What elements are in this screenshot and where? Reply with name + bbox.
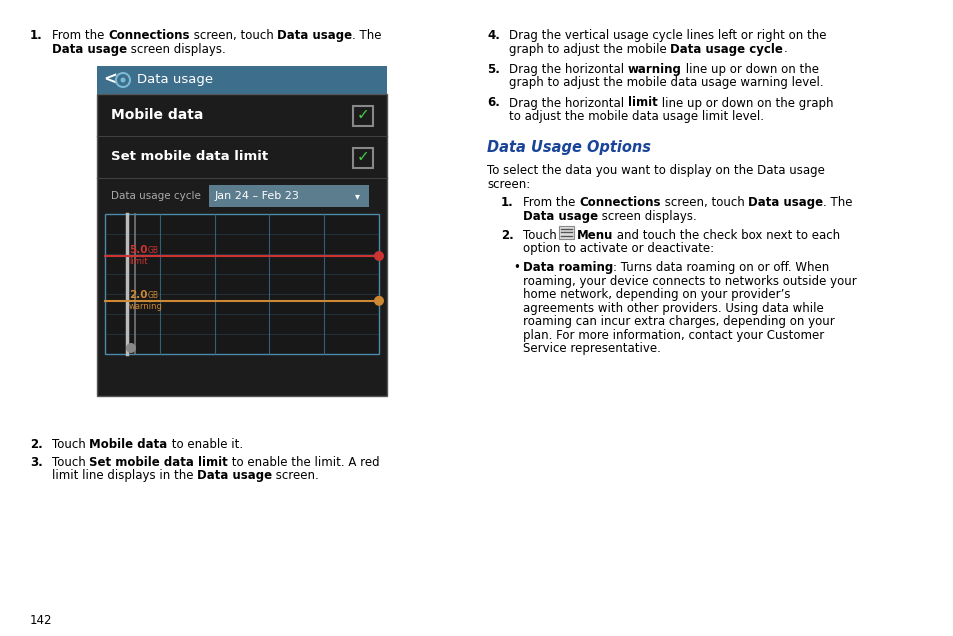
Text: roaming can incur extra charges, depending on your: roaming can incur extra charges, dependi… bbox=[522, 315, 834, 328]
Text: Mobile data: Mobile data bbox=[90, 438, 168, 451]
Text: Mobile data: Mobile data bbox=[111, 108, 203, 122]
Text: 5.: 5. bbox=[486, 63, 499, 76]
Text: to adjust the mobile data usage limit level.: to adjust the mobile data usage limit le… bbox=[509, 110, 763, 123]
Text: ▾: ▾ bbox=[355, 191, 359, 201]
Text: Data usage cycle: Data usage cycle bbox=[111, 191, 201, 201]
Text: 2.: 2. bbox=[500, 229, 514, 242]
Text: graph to adjust the mobile data usage warning level.: graph to adjust the mobile data usage wa… bbox=[509, 76, 822, 89]
Text: screen displays.: screen displays. bbox=[127, 43, 226, 55]
Text: 3.: 3. bbox=[30, 455, 43, 469]
Circle shape bbox=[374, 251, 384, 261]
Text: 5.0: 5.0 bbox=[129, 245, 148, 255]
Text: 2.: 2. bbox=[30, 438, 43, 451]
Text: agreements with other providers. Using data while: agreements with other providers. Using d… bbox=[522, 301, 822, 315]
Text: limit: limit bbox=[129, 257, 148, 266]
Text: <: < bbox=[103, 71, 117, 89]
Text: Data usage: Data usage bbox=[197, 469, 273, 482]
Text: To select the data you want to display on the Data usage: To select the data you want to display o… bbox=[486, 164, 824, 177]
Bar bbox=[558, 226, 574, 238]
Circle shape bbox=[374, 296, 384, 306]
Circle shape bbox=[126, 343, 136, 353]
Text: Service representative.: Service representative. bbox=[522, 342, 660, 355]
Text: screen, touch: screen, touch bbox=[659, 197, 747, 209]
Text: Set mobile data limit: Set mobile data limit bbox=[90, 455, 228, 469]
Text: Data usage: Data usage bbox=[52, 43, 127, 55]
Text: limit line displays in the: limit line displays in the bbox=[52, 469, 197, 482]
Text: Data usage: Data usage bbox=[137, 74, 213, 86]
Text: limit: limit bbox=[627, 97, 657, 109]
Text: Drag the horizontal: Drag the horizontal bbox=[509, 97, 627, 109]
Text: Touch: Touch bbox=[52, 438, 90, 451]
Text: 1.: 1. bbox=[500, 197, 514, 209]
Bar bbox=[353, 148, 373, 168]
Text: 4.: 4. bbox=[486, 29, 499, 42]
Text: Touch: Touch bbox=[522, 229, 560, 242]
Text: From the: From the bbox=[522, 197, 578, 209]
Text: Set mobile data limit: Set mobile data limit bbox=[111, 151, 268, 163]
Text: Connections: Connections bbox=[108, 29, 190, 42]
Text: warning: warning bbox=[627, 63, 681, 76]
Text: ✓: ✓ bbox=[356, 107, 369, 123]
Text: screen, touch: screen, touch bbox=[190, 29, 276, 42]
Text: screen.: screen. bbox=[273, 469, 319, 482]
Circle shape bbox=[120, 78, 126, 83]
Bar bbox=[105, 214, 378, 354]
Text: roaming, your device connects to networks outside your: roaming, your device connects to network… bbox=[522, 275, 856, 287]
Text: •: • bbox=[513, 261, 519, 274]
Text: 2.0: 2.0 bbox=[129, 290, 148, 300]
Text: Jan 24 – Feb 23: Jan 24 – Feb 23 bbox=[214, 191, 299, 201]
Text: Data usage: Data usage bbox=[522, 210, 598, 223]
Text: 1.: 1. bbox=[30, 29, 43, 42]
Text: to enable the limit. A red: to enable the limit. A red bbox=[228, 455, 379, 469]
Text: graph to adjust the mobile: graph to adjust the mobile bbox=[509, 43, 670, 55]
Text: screen:: screen: bbox=[486, 177, 530, 191]
Bar bbox=[97, 66, 387, 94]
Text: 6.: 6. bbox=[486, 97, 499, 109]
Text: plan. For more information, contact your Customer: plan. For more information, contact your… bbox=[522, 329, 823, 342]
Text: From the: From the bbox=[52, 29, 108, 42]
Text: Data roaming: Data roaming bbox=[522, 261, 613, 274]
Text: home network, depending on your provider’s: home network, depending on your provider… bbox=[522, 288, 790, 301]
Text: Data usage cycle: Data usage cycle bbox=[670, 43, 782, 55]
Text: screen displays.: screen displays. bbox=[598, 210, 696, 223]
Text: . The: . The bbox=[352, 29, 381, 42]
Text: GB: GB bbox=[148, 246, 159, 255]
Text: and touch the check box next to each: and touch the check box next to each bbox=[613, 229, 840, 242]
Bar bbox=[209, 185, 369, 207]
Text: line up or down on the graph: line up or down on the graph bbox=[657, 97, 832, 109]
Text: Menu: Menu bbox=[577, 229, 613, 242]
Text: Data usage: Data usage bbox=[747, 197, 822, 209]
Text: Touch: Touch bbox=[52, 455, 90, 469]
Text: option to activate or deactivate:: option to activate or deactivate: bbox=[522, 242, 714, 255]
Bar bbox=[353, 106, 373, 126]
Text: ✓: ✓ bbox=[356, 149, 369, 165]
Text: Connections: Connections bbox=[578, 197, 659, 209]
Text: Drag the horizontal: Drag the horizontal bbox=[509, 63, 627, 76]
Text: line up or down on the: line up or down on the bbox=[681, 63, 818, 76]
Text: to enable it.: to enable it. bbox=[168, 438, 243, 451]
Text: Data Usage Options: Data Usage Options bbox=[486, 140, 650, 155]
Text: GB: GB bbox=[148, 291, 159, 300]
Bar bbox=[97, 94, 387, 396]
Text: warning: warning bbox=[129, 302, 163, 311]
Text: . The: . The bbox=[822, 197, 852, 209]
Text: 142: 142 bbox=[30, 614, 52, 627]
Text: : Turns data roaming on or off. When: : Turns data roaming on or off. When bbox=[613, 261, 828, 274]
Text: .: . bbox=[782, 43, 786, 55]
Text: Data usage: Data usage bbox=[276, 29, 352, 42]
Text: Drag the vertical usage cycle lines left or right on the: Drag the vertical usage cycle lines left… bbox=[509, 29, 825, 42]
